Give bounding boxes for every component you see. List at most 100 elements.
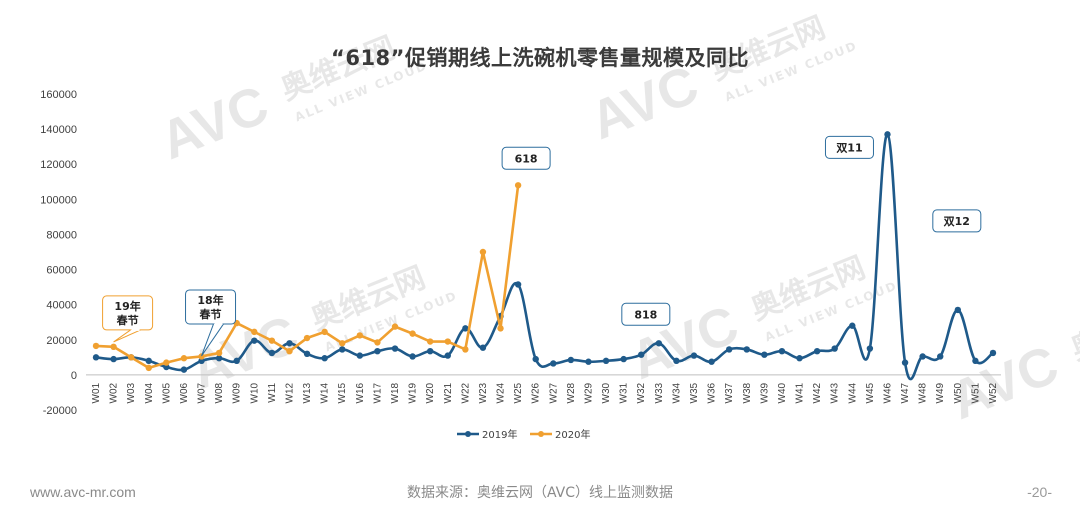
data-point <box>919 353 926 360</box>
data-point <box>743 346 750 353</box>
callout-双11: 双11 <box>824 135 874 159</box>
data-point <box>514 182 522 189</box>
data-point <box>303 334 311 342</box>
x-tick-label: W11 <box>267 382 278 402</box>
data-point <box>567 356 575 364</box>
x-tick-label: W45 <box>865 382 876 403</box>
callout-box <box>932 209 982 233</box>
data-point <box>462 346 469 353</box>
data-point <box>937 353 944 360</box>
data-point <box>532 355 539 363</box>
watermark-cn: 奥维云网 <box>1066 290 1080 367</box>
y-tick-label: 120000 <box>40 159 77 171</box>
x-tick-label: W42 <box>812 382 823 403</box>
x-tick-label: W49 <box>935 382 946 403</box>
x-tick-label: W29 <box>583 382 594 403</box>
data-point <box>215 355 223 362</box>
x-tick-label: W22 <box>460 382 471 403</box>
series-layer <box>92 131 997 381</box>
callout-label: 双11 <box>836 141 862 154</box>
legend: 2019年 2020年 <box>457 428 590 441</box>
legend-marker <box>465 431 471 437</box>
data-point <box>462 325 469 332</box>
y-tick-label: 100000 <box>40 194 77 206</box>
x-tick-label: W10 <box>249 382 260 403</box>
x-tick-label: W09 <box>232 382 243 403</box>
data-point <box>585 358 592 365</box>
callout-box <box>501 146 551 170</box>
data-point <box>356 332 364 339</box>
y-tick-label: 20000 <box>46 335 77 347</box>
y-tick-label: 0 <box>71 370 77 382</box>
x-tick-label: W06 <box>179 382 190 403</box>
data-point <box>725 346 733 353</box>
data-point <box>866 345 874 352</box>
data-point <box>409 330 416 337</box>
data-point <box>479 248 487 256</box>
data-point <box>391 323 399 330</box>
data-point <box>954 306 962 314</box>
data-point <box>901 359 909 366</box>
x-tick-label: W32 <box>636 382 647 403</box>
data-point <box>497 325 504 332</box>
data-source: 数据来源：奥维云网（AVC）线上监测数据 <box>406 485 674 501</box>
callout-618: 618 <box>501 146 551 170</box>
data-point <box>286 340 293 347</box>
x-tick-label: W39 <box>759 382 770 403</box>
data-point <box>374 347 381 355</box>
data-point <box>638 351 645 358</box>
data-point <box>813 347 821 355</box>
x-tick-label: W21 <box>443 382 454 403</box>
data-point <box>602 357 610 365</box>
website-url[interactable]: www.avc-mr.com <box>30 484 136 500</box>
data-point <box>92 342 100 350</box>
x-tick-label: W46 <box>882 382 893 403</box>
data-point <box>110 355 117 363</box>
data-point <box>321 328 328 336</box>
x-tick-label: W18 <box>390 382 401 403</box>
data-point <box>708 358 715 365</box>
data-point <box>426 347 434 355</box>
axes: -20000 0 20000 40000 60000 80000 100000 120000 1… <box>40 89 1001 417</box>
legend-label: 2020年 <box>555 428 590 441</box>
callout-pointer <box>201 323 224 357</box>
data-point <box>110 343 117 350</box>
data-point <box>321 355 328 362</box>
data-point <box>796 355 803 362</box>
data-point <box>514 281 522 288</box>
callout-box <box>102 295 154 331</box>
data-point <box>391 345 399 352</box>
y-tick-label: 40000 <box>46 300 77 312</box>
callout-818: 818 <box>621 302 671 326</box>
callout-label: 618 <box>515 152 538 165</box>
callout-label: 18年 <box>197 293 223 307</box>
data-point <box>989 349 997 357</box>
callout-box <box>621 302 671 326</box>
x-tick-label: W43 <box>830 382 841 403</box>
y-tick-label: -20000 <box>43 405 77 417</box>
data-point <box>163 363 170 371</box>
x-tick-label: W26 <box>531 382 542 403</box>
x-tick-label: W23 <box>478 382 489 403</box>
x-tick-label: W28 <box>566 382 577 403</box>
x-tick-label: W37 <box>724 382 735 403</box>
x-tick-label: W04 <box>144 382 155 403</box>
x-tick-label: W14 <box>320 382 331 403</box>
data-point <box>884 131 891 138</box>
data-point <box>655 340 663 347</box>
data-point <box>198 353 205 360</box>
x-tick-label: W52 <box>988 382 999 403</box>
x-tick-label: W50 <box>953 382 964 403</box>
data-point <box>180 366 188 373</box>
page-number: -20- <box>1027 484 1052 500</box>
x-tick-label: W20 <box>425 382 436 403</box>
x-tick-label: W35 <box>689 382 700 403</box>
page-title: “618”促销期线上洗碗机零售量规模及同比 <box>331 46 749 70</box>
data-point <box>426 338 434 345</box>
x-tick-label: W44 <box>847 382 858 403</box>
